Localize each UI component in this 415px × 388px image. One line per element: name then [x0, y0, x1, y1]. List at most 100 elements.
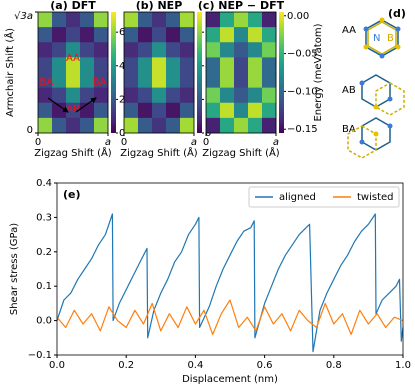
heat-cell — [138, 87, 153, 104]
heat-cell — [52, 117, 67, 134]
heat-cell — [220, 12, 235, 28]
heat-cell — [138, 72, 153, 89]
heat-cell — [80, 27, 95, 43]
heat-cell — [94, 42, 109, 58]
heat-cell — [180, 42, 195, 58]
heat-cell — [220, 87, 235, 104]
x-axis-label: Zigzag Shift (Å) — [120, 146, 198, 159]
heat-cell — [152, 42, 167, 58]
colorbar-label: Energy (meV/atom) — [313, 23, 324, 121]
heat-cell — [166, 57, 181, 73]
heat-cell — [66, 102, 81, 119]
heat-cell — [220, 27, 235, 43]
heat-cell — [66, 42, 81, 58]
heat-cell — [52, 57, 67, 73]
heat-cell — [262, 72, 277, 89]
colorbar-tick-label: −0.10 — [287, 86, 318, 97]
y-tick-label: 0.2 — [36, 247, 52, 258]
colorbar — [197, 12, 202, 133]
heat-cell — [262, 102, 277, 119]
heat-cell — [262, 57, 277, 73]
heat-cell — [152, 27, 167, 43]
x-tick-label: 0 — [35, 137, 41, 148]
heat-cell — [234, 102, 249, 119]
colorbar-tick-label: 2 — [119, 94, 125, 105]
heat-cell — [180, 102, 195, 119]
heat-cell — [152, 72, 167, 89]
x-tick-label: 0 — [203, 137, 209, 148]
panel-title: (c) NEP − DFT — [198, 0, 285, 12]
line-chart: 0.0 0.2 0.4 0.6 0.8 1.0−0.10.00.10.20.30.4(e)… — [9, 178, 411, 385]
colorbar — [111, 12, 116, 133]
y-tick-label: 0 — [27, 125, 33, 136]
heat-cell — [220, 72, 235, 89]
heat-cell — [152, 57, 167, 73]
heat-cell — [66, 87, 81, 104]
legend-label: aligned — [279, 192, 316, 203]
heat-cell — [248, 117, 263, 134]
panel-title: (a) DFT — [50, 0, 96, 12]
heat-cell — [180, 87, 195, 104]
heat-cell — [38, 57, 53, 73]
annotation: BA — [40, 77, 54, 88]
heat-cell — [166, 27, 181, 43]
heat-cell — [220, 102, 235, 119]
heat-cell — [38, 117, 53, 134]
y-tick-label: 0.4 — [36, 178, 52, 189]
heat-cell — [248, 27, 263, 43]
y-tick-label: −0.1 — [28, 350, 52, 361]
heat-cell — [124, 72, 139, 89]
x-axis-label: Zigzag Shift (Å) — [34, 146, 112, 159]
plot-frame — [56, 182, 404, 356]
heat-cell — [262, 117, 277, 134]
heat-cell — [206, 12, 221, 28]
x-tick-label: 0.8 — [326, 360, 342, 371]
heat-cell — [220, 42, 235, 58]
colorbar-tick-label: −0.05 — [287, 49, 318, 60]
heat-cell — [94, 72, 109, 89]
heat-cell — [234, 87, 249, 104]
plot-frame — [37, 11, 109, 134]
stacking-label: AA — [342, 25, 356, 36]
heat-cell — [138, 27, 153, 43]
heat-cell — [52, 27, 67, 43]
heat-cell — [206, 72, 221, 89]
heat-cell — [180, 27, 195, 43]
heat-cell — [80, 117, 95, 134]
heat-cell — [166, 87, 181, 104]
y-axis-label: Shear stress (GPa) — [9, 223, 20, 315]
y-tick-label: √3a — [14, 11, 33, 22]
heat-cell — [262, 27, 277, 43]
heat-cell — [166, 42, 181, 58]
x-tick-label: 0.6 — [257, 360, 273, 371]
heat-cell — [262, 12, 277, 28]
heat-cell — [166, 72, 181, 89]
colorbar — [279, 12, 284, 133]
heat-cell — [206, 57, 221, 73]
heat-cell — [124, 27, 139, 43]
y-tick-label: 0.3 — [36, 212, 52, 223]
heat-cell — [206, 42, 221, 58]
heat-cell — [234, 27, 249, 43]
heat-cell — [138, 117, 153, 134]
heat-cell — [248, 72, 263, 89]
x-axis-label: Displacement (nm) — [182, 374, 278, 385]
colorbar-tick-label: 0 — [205, 128, 211, 139]
heat-cell — [166, 12, 181, 28]
heat-cell — [66, 57, 81, 73]
x-tick-label: 0 — [121, 137, 127, 148]
y-tick-label: 0.0 — [36, 316, 52, 327]
heat-cell — [166, 117, 181, 134]
heat-cell — [124, 57, 139, 73]
heat-cell — [262, 87, 277, 104]
x-tick-label: 0.0 — [49, 360, 65, 371]
colorbar-tick-label: 6 — [119, 27, 125, 38]
heat-cell — [52, 102, 67, 119]
heat-cell — [124, 117, 139, 134]
x-axis-label: Zigzag Shift (Å) — [202, 146, 280, 159]
heat-cell — [138, 102, 153, 119]
colorbar-tick-label: 0 — [119, 128, 125, 139]
heat-cell — [138, 12, 153, 28]
colorbar-tick-label: −0.15 — [287, 124, 318, 135]
heat-cell — [80, 42, 95, 58]
